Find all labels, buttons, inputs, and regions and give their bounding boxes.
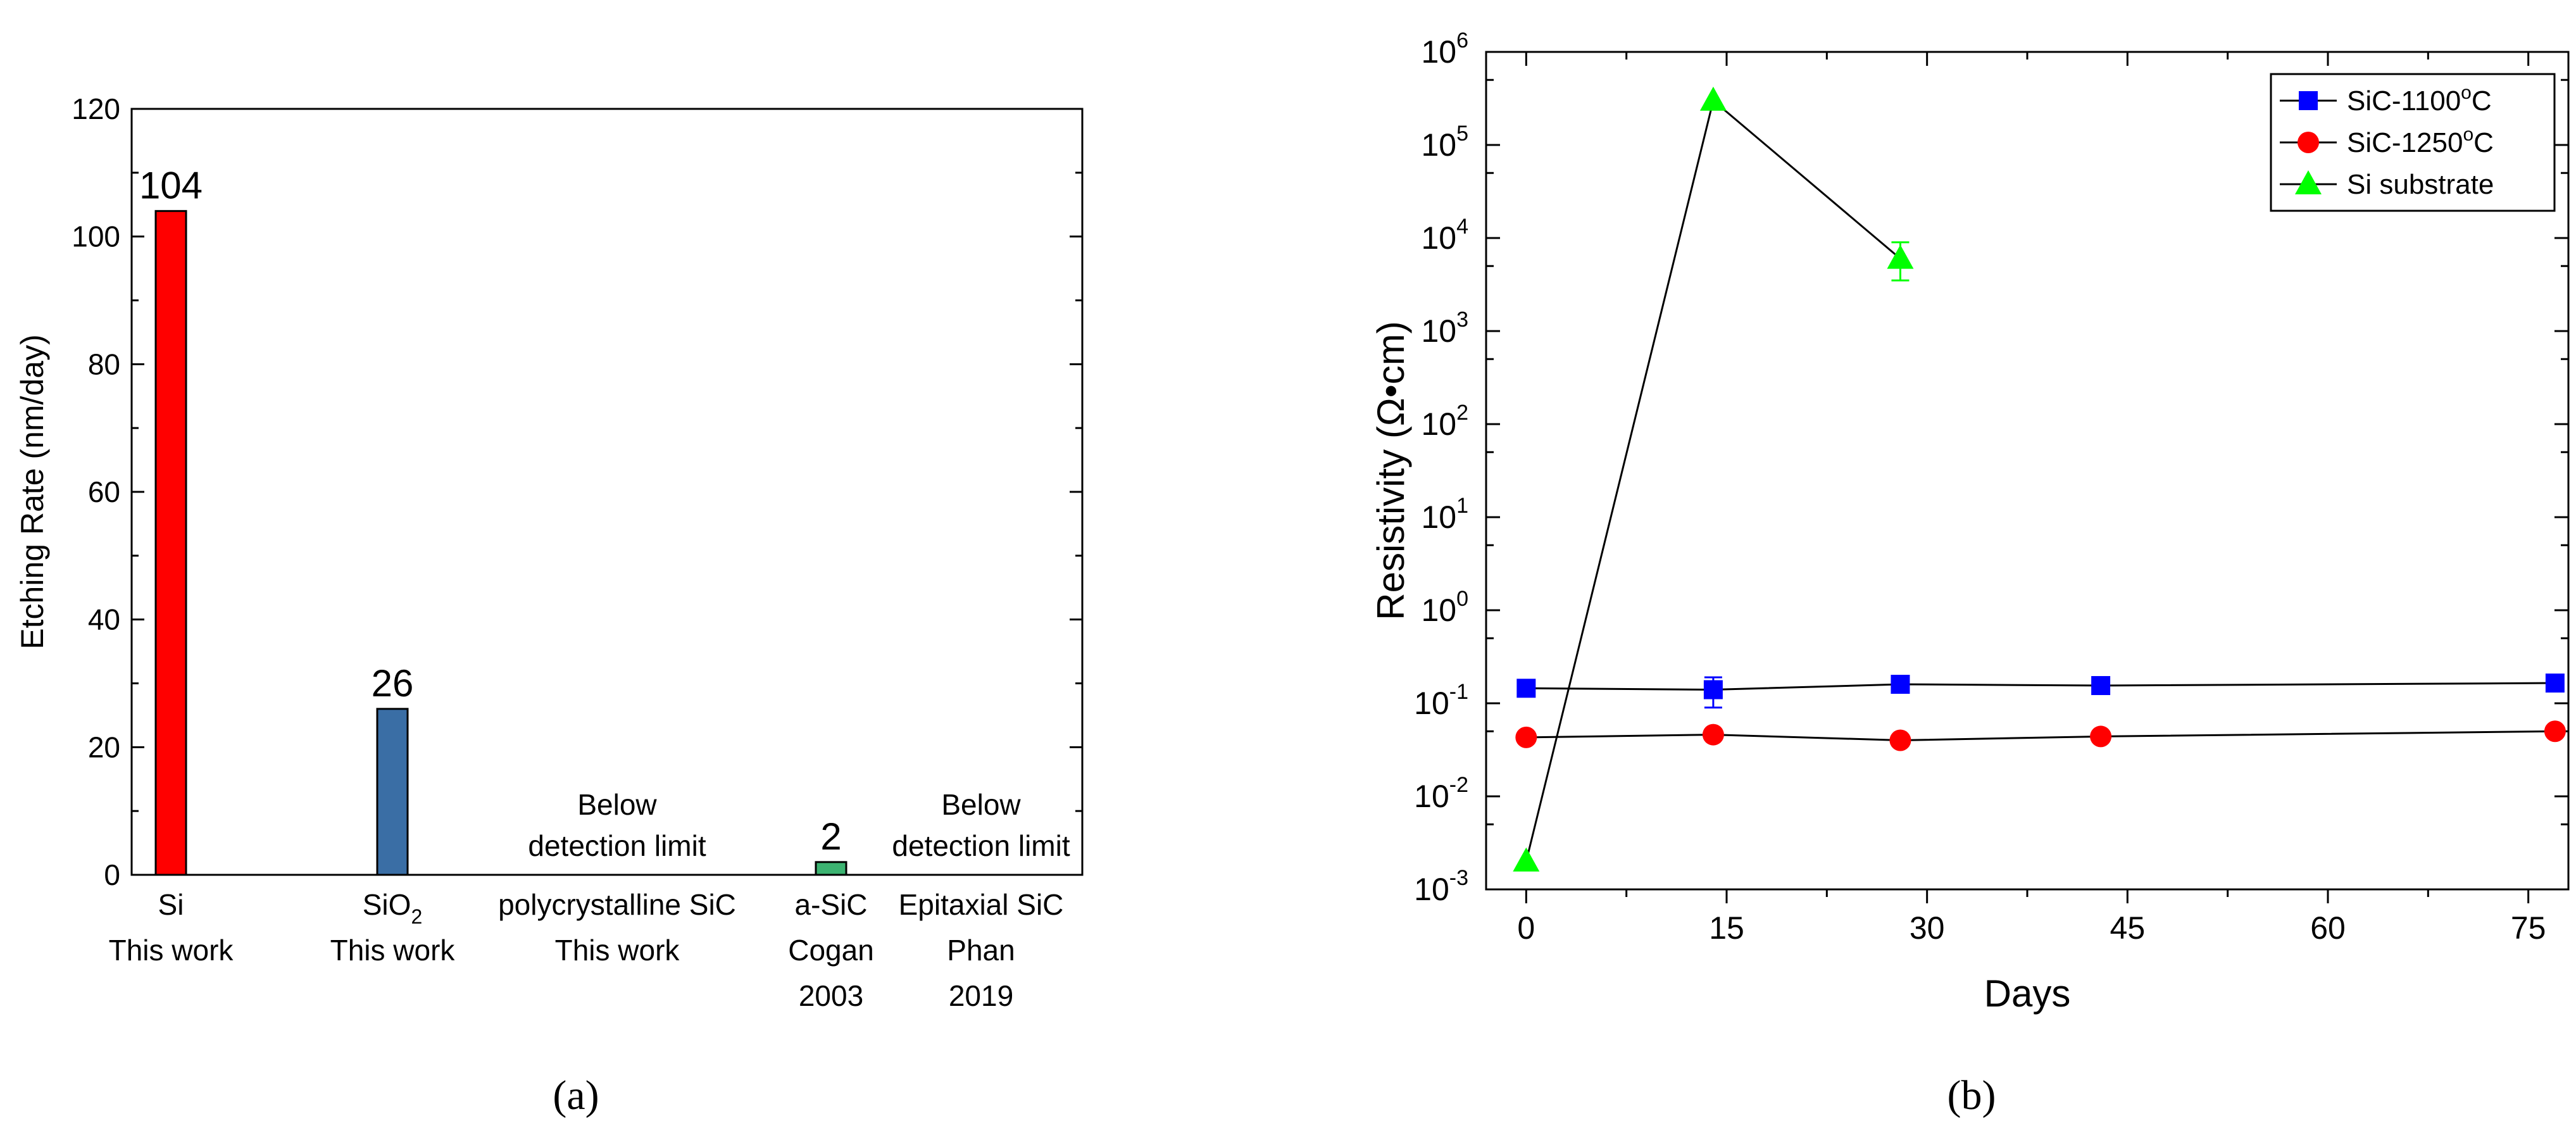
category-label: Epitaxial SiC — [899, 888, 1064, 921]
data-point — [1889, 729, 1911, 751]
category-label: This work — [109, 934, 234, 967]
series-triangle — [1513, 86, 1914, 872]
y-tick-label: 20 — [88, 731, 120, 763]
annotation: detection limit — [528, 829, 706, 862]
series-line — [1526, 682, 2555, 691]
y-tick-label: 100 — [1421, 587, 1468, 628]
y-tick-label: 101 — [1421, 494, 1468, 535]
data-point — [2090, 725, 2112, 748]
x-tick-label: 30 — [1910, 910, 1945, 946]
y-tick-label: 10-1 — [1414, 680, 1468, 721]
annotation: Below — [941, 788, 1021, 821]
y-tick-label: 106 — [1421, 28, 1468, 70]
data-point — [1515, 726, 1537, 748]
data-point — [1703, 680, 1723, 699]
bar-value-label: 2 — [820, 815, 841, 858]
series-line — [1526, 730, 2555, 741]
y-tick-label: 80 — [88, 348, 120, 380]
category-label: SiO2 — [363, 888, 422, 928]
data-point — [1891, 674, 1910, 694]
bar-value-label: 26 — [372, 662, 414, 705]
category-label: polycrystalline SiC — [498, 888, 736, 921]
x-tick-label: 60 — [2310, 910, 2346, 946]
y-axis-label: Resistivity (Ω•cm) — [1370, 321, 1412, 620]
legend-marker — [2295, 170, 2322, 194]
y-tick-label: 60 — [88, 475, 120, 508]
legend-marker — [2299, 91, 2318, 110]
chart-b-resistivity: 10-3 10-2 10-1 100 101 102 103 104 105 106 0 15 30 45… — [1370, 28, 2570, 1015]
category-label: Phan — [947, 934, 1015, 967]
bar — [154, 210, 187, 876]
y-tick-label: 40 — [88, 603, 120, 636]
data-point — [1516, 679, 1536, 698]
chart-a-etching-rate: 0 20 40 60 80 100 120 Etching Rate (nm/day) 104 S… — [15, 92, 1084, 1012]
data-point — [2091, 676, 2111, 696]
annotation: detection limit — [892, 829, 1070, 862]
series-circle — [1515, 720, 2566, 751]
category-label: This work — [555, 934, 680, 967]
data-point — [1513, 847, 1540, 872]
annotation: Below — [577, 788, 657, 821]
category-label: Cogan — [788, 934, 874, 967]
category-label: a-SiC — [794, 888, 867, 921]
x-tick-label: 0 — [1517, 910, 1535, 946]
data-point — [1887, 244, 1914, 269]
y-tick-label: 120 — [72, 92, 120, 125]
y-tick-label: 105 — [1421, 122, 1468, 163]
x-tick-label: 15 — [1709, 910, 1744, 946]
x-tick-label: 75 — [2511, 910, 2546, 946]
bar — [376, 708, 409, 876]
data-point — [1699, 86, 1727, 111]
y-tick-label: 102 — [1421, 401, 1468, 442]
x-tick-label: 45 — [2110, 910, 2146, 946]
legend-marker — [2298, 132, 2319, 153]
bar — [815, 861, 847, 876]
y-tick-label: 103 — [1421, 308, 1468, 349]
series-square — [1516, 674, 2565, 709]
panel-label-a: (a) — [553, 1072, 599, 1119]
y-tick-label: 104 — [1421, 215, 1468, 256]
y-tick-label: 100 — [72, 220, 120, 253]
y-axis-label: Etching Rate (nm/day) — [15, 334, 50, 649]
category-label: 2003 — [799, 979, 863, 1012]
y-tick-label: 0 — [104, 858, 120, 891]
category-label: 2019 — [949, 979, 1013, 1012]
plot-frame — [130, 108, 1084, 876]
bar-value-label: 104 — [139, 164, 203, 206]
category-label: Si — [158, 888, 184, 921]
category-label: This work — [330, 934, 456, 967]
y-tick-label: 10-3 — [1414, 866, 1468, 907]
y-tick-label: 10-2 — [1414, 773, 1468, 814]
data-point — [1702, 724, 1724, 746]
data-point — [2545, 674, 2565, 693]
panel-label-b: (b) — [1948, 1072, 1996, 1119]
legend-entry: Si substrate — [2347, 169, 2494, 200]
x-axis-label: Days — [1984, 972, 2071, 1015]
data-point — [2544, 720, 2566, 743]
series-line — [1525, 99, 1901, 862]
